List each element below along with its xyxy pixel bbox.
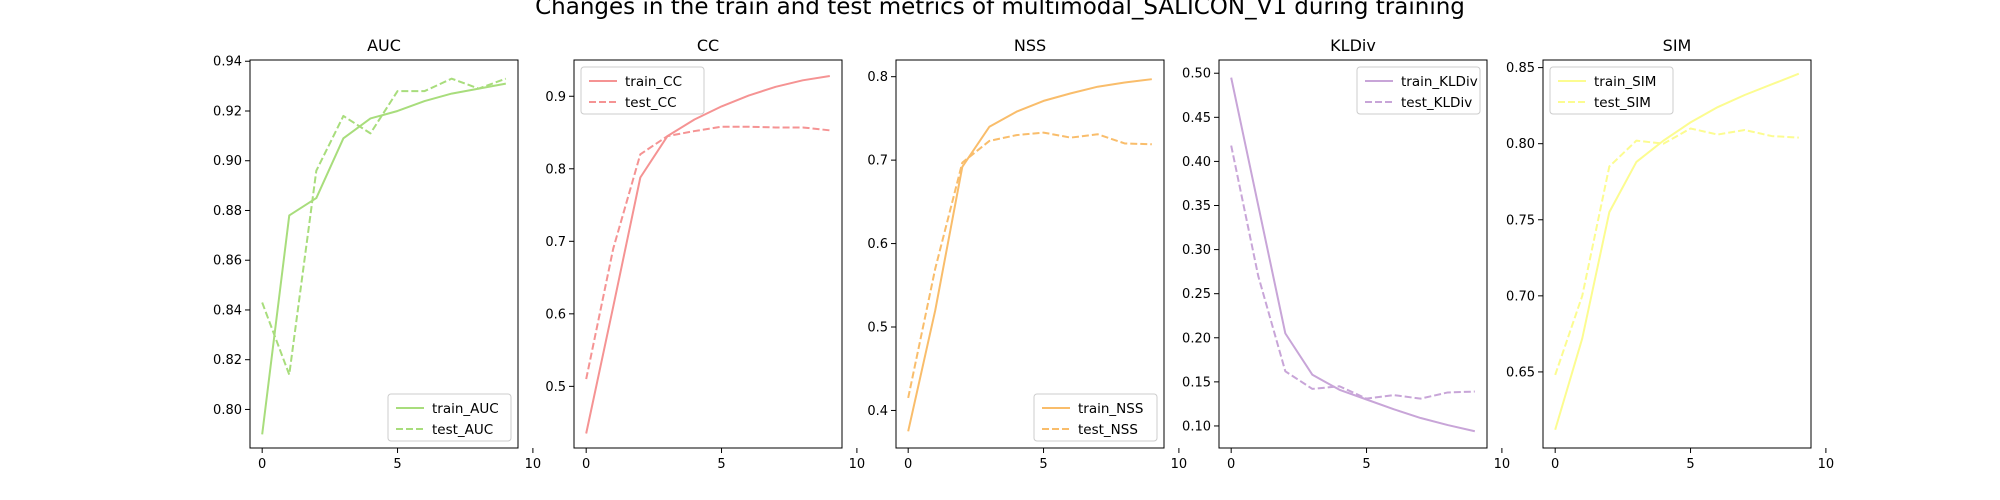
- legend-label: train_CC: [625, 74, 682, 90]
- x-tick-label: 0: [1227, 457, 1235, 472]
- axes-frame: [249, 59, 519, 449]
- y-tick-label: 0.5: [545, 380, 566, 395]
- y-tick-label: 0.4: [867, 404, 888, 419]
- legend-label: train_KLDiv: [1401, 74, 1478, 90]
- legend: train_CC test_CC: [580, 66, 705, 115]
- series-line-test_KLDiv: [1230, 145, 1475, 400]
- x-tick-label: 5: [717, 457, 725, 472]
- x-tick-label: 0: [582, 457, 590, 472]
- x-tick-label: 0: [258, 457, 266, 472]
- y-tick-label: 0.9: [545, 90, 566, 105]
- y-tick-label: 0.70: [1506, 289, 1535, 304]
- panel-title: SIM: [1663, 36, 1692, 55]
- x-tick-label: 0: [904, 457, 912, 472]
- y-tick-label: 0.45: [1182, 111, 1211, 126]
- x-tick-label: 5: [1686, 457, 1694, 472]
- y-tick-label: 0.86: [213, 254, 242, 269]
- panel-title: CC: [697, 36, 719, 55]
- x-tick-label: 10: [1171, 457, 1188, 472]
- y-tick-label: 0.90: [213, 154, 242, 169]
- x-tick-label: 0: [1551, 457, 1559, 472]
- legend-label: train_NSS: [1078, 401, 1143, 417]
- x-tick-label: 5: [1039, 457, 1047, 472]
- y-tick-label: 0.40: [1182, 155, 1211, 170]
- y-tick-label: 0.92: [213, 104, 242, 119]
- y-tick-label: 0.84: [213, 303, 242, 318]
- chart-panel-kldiv: KLDiv 0 5 10 0.10 0.15 0.20 0.25 0.30 0.35 0.40 0.4…: [1182, 36, 1510, 472]
- legend: train_SIM test_SIM: [1549, 66, 1674, 115]
- y-tick-label: 0.6: [867, 237, 888, 252]
- axes-frame: [573, 59, 843, 449]
- series-line-train_SIM: [1554, 72, 1800, 431]
- y-tick-label: 0.65: [1506, 365, 1535, 380]
- y-tick-label: 0.25: [1182, 287, 1211, 302]
- series-line-test_CC: [585, 125, 830, 380]
- panel-title: AUC: [367, 36, 401, 55]
- panel-title: NSS: [1014, 36, 1046, 55]
- chart-panel-sim: SIM 0 5 10 0.65 0.70 0.75 0.80 0.85 train_SIMtest…: [1506, 36, 1834, 472]
- chart-panel-nss: NSS 0 5 10 0.4 0.5 0.6 0.7 0.8 train_NSS test_NSS: [867, 36, 1187, 472]
- chart-panel-cc: CC 0 5 10 0.5 0.6 0.7 0.8 0.9 train_CC test_CC: [545, 36, 865, 472]
- legend-label: train_AUC: [432, 401, 499, 417]
- series-line-test_SIM: [1554, 127, 1799, 376]
- chart-panel-auc: AUC 0 5 10 0.80 0.82 0.84 0.86 0.88 0.90 0.92 0.94 t…: [213, 36, 541, 472]
- x-tick-label: 5: [1362, 457, 1370, 472]
- y-tick-label: 0.30: [1182, 243, 1211, 258]
- y-tick-label: 0.7: [545, 235, 566, 250]
- figure-title: Changes in the train and test metrics of…: [535, 0, 1465, 20]
- legend: train_AUC test_AUC: [387, 393, 512, 442]
- y-tick-label: 0.50: [1182, 67, 1211, 82]
- series-line-test_AUC: [261, 77, 507, 376]
- x-tick-label: 10: [525, 457, 542, 472]
- legend: train_NSS test_NSS: [1033, 393, 1158, 442]
- legend-label: test_AUC: [432, 422, 493, 438]
- x-tick-label: 10: [1818, 457, 1835, 472]
- x-tick-label: 10: [1494, 457, 1511, 472]
- y-tick-label: 0.80: [213, 403, 242, 418]
- y-tick-label: 0.82: [213, 353, 242, 368]
- axes-frame: [1218, 59, 1488, 449]
- series-line-train_CC: [585, 74, 830, 434]
- axes-frame: [895, 59, 1165, 449]
- series-line-train_AUC: [261, 82, 507, 435]
- y-tick-label: 0.80: [1506, 137, 1535, 152]
- y-tick-label: 0.35: [1182, 199, 1211, 214]
- y-tick-label: 0.8: [545, 162, 566, 177]
- y-tick-label: 0.6: [545, 307, 566, 322]
- y-tick-label: 0.8: [867, 70, 888, 85]
- legend-label: test_NSS: [1078, 422, 1138, 438]
- series-line-train_NSS: [907, 78, 1152, 432]
- y-tick-label: 0.7: [867, 154, 888, 169]
- y-tick-label: 0.94: [213, 55, 242, 70]
- series-line-test_NSS: [907, 131, 1152, 399]
- legend-label: test_KLDiv: [1401, 95, 1472, 111]
- y-tick-label: 0.20: [1182, 331, 1211, 346]
- y-tick-label: 0.15: [1182, 375, 1211, 390]
- x-tick-label: 5: [393, 457, 401, 472]
- legend-label: test_SIM: [1594, 95, 1651, 111]
- axes-frame: [1542, 59, 1812, 449]
- legend-label: test_CC: [625, 95, 677, 111]
- y-tick-label: 0.5: [867, 321, 888, 336]
- series-line-train_KLDiv: [1230, 77, 1476, 433]
- legend-label: train_SIM: [1594, 74, 1656, 90]
- y-tick-label: 0.85: [1506, 61, 1535, 76]
- y-tick-label: 0.10: [1182, 419, 1211, 434]
- panel-title: KLDiv: [1330, 36, 1376, 55]
- y-tick-label: 0.88: [213, 204, 242, 219]
- x-tick-label: 10: [849, 457, 866, 472]
- legend: train_KLDiv test_KLDiv: [1356, 66, 1481, 115]
- y-tick-label: 0.75: [1506, 213, 1535, 228]
